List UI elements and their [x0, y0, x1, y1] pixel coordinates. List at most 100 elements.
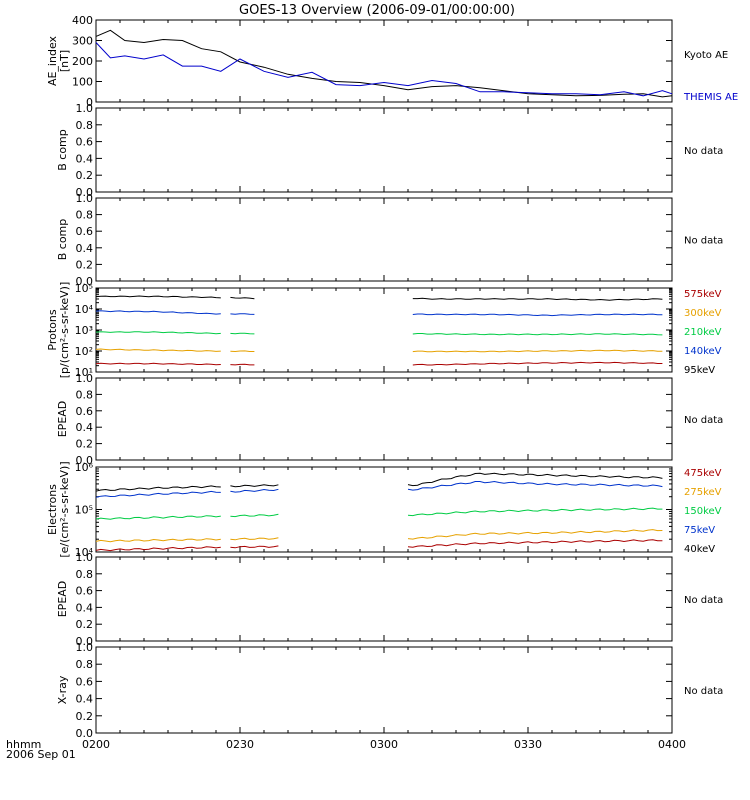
y-tick-label: 0.6 [76, 405, 94, 418]
series-line [95, 490, 221, 498]
time-format-label: hhmm [6, 738, 41, 751]
series-line [95, 362, 221, 366]
y-tick-label: 1.0 [76, 192, 94, 205]
series-line [407, 472, 663, 487]
x-tick-label: 0300 [370, 738, 398, 751]
series-line [230, 513, 279, 518]
no-data-label: No data [684, 415, 723, 426]
panel-frame [95, 107, 673, 193]
no-data-label: No data [684, 686, 723, 697]
date-label: 2006 Sep 01 [6, 748, 76, 761]
y-axis-label: B comp [56, 219, 69, 261]
y-tick-label: 300 [72, 35, 93, 48]
y-tick-label: 1.0 [76, 551, 94, 564]
series-line [230, 484, 279, 488]
legend-label: 40keV [684, 544, 715, 555]
y-tick-label: 0.6 [76, 136, 94, 149]
y-tick-label: 10¹ [75, 366, 93, 379]
y-axis-label: Electrons [46, 484, 59, 535]
y-tick-label: 0.6 [76, 225, 94, 238]
y-tick-label: 0.2 [76, 710, 94, 723]
series-line [230, 332, 255, 335]
y-tick-label: 0.4 [76, 421, 94, 434]
panel-frame [95, 197, 673, 282]
series-line [412, 333, 663, 336]
y-tick-label: 1.0 [76, 102, 94, 115]
y-tick-label: 0.4 [76, 152, 94, 165]
panel-2: 0.0 0.2 0.4 0.6 0.8 1.0 B comp No data [56, 102, 723, 199]
series-line [230, 488, 279, 493]
series-line [95, 310, 221, 315]
y-tick-label: 400 [72, 14, 93, 27]
y-tick-label: 0.8 [76, 119, 94, 132]
series-line [95, 29, 673, 98]
y-tick-label: 1.0 [76, 372, 94, 385]
panel-frame [95, 377, 673, 461]
series-line [230, 350, 255, 353]
series-line [95, 295, 221, 299]
x-tick-label: 0230 [226, 738, 254, 751]
series-line [407, 480, 663, 491]
y-tick-label: 0.8 [76, 209, 94, 222]
panel-frame [95, 646, 673, 734]
series-line [412, 297, 663, 301]
legend-label: 300keV [684, 308, 722, 319]
y-tick-label: 0.2 [76, 618, 94, 631]
y-tick-label: 10⁶ [75, 461, 94, 474]
legend-label: 575keV [684, 289, 722, 300]
series-line [412, 313, 663, 317]
x-tick-label: 0330 [514, 738, 542, 751]
series-line [230, 363, 255, 366]
panel-6: 10⁴ 10⁵ 10⁶ Electrons [e/(cm²-s-sr-keV)] 475k… [46, 461, 722, 559]
no-data-label: No data [684, 595, 723, 606]
legend-label: 475keV [684, 468, 722, 479]
y-tick-label: 10⁵ [75, 504, 93, 517]
y-tick-label: 0.6 [76, 585, 94, 598]
series-line [95, 42, 673, 97]
panels-container: 0 100 200 300 400 AE_index [nT] Kyoto AE THEMIS … [46, 14, 738, 740]
x-tick-label: 0200 [82, 738, 110, 751]
y-tick-label: 0.4 [76, 601, 94, 614]
legend-label: 150keV [684, 506, 722, 517]
y-tick-label: 0.2 [76, 169, 94, 182]
series-line [407, 539, 663, 548]
y-tick-label: 0.0 [76, 454, 94, 467]
y-axis-label: AE_index [46, 35, 59, 86]
panel-7: 0.0 0.2 0.4 0.6 0.8 1.0 EPEAD No data [56, 551, 723, 648]
panel-8: 0.0 0.2 0.4 0.6 0.8 1.0 X-ray No data [56, 641, 723, 740]
no-data-label: No data [684, 236, 723, 247]
y-axis-label: EPEAD [56, 401, 69, 438]
y-tick-label: 0 [86, 96, 93, 109]
legend-label: 140keV [684, 346, 722, 357]
legend-label: 95keV [684, 365, 715, 376]
y-tick-label: 0.4 [76, 242, 94, 255]
legend-label: 275keV [684, 487, 722, 498]
y-tick-label: 0.0 [76, 727, 94, 740]
y-tick-label: 0.0 [76, 275, 94, 288]
chart-title: GOES-13 Overview (2006-09-01/00:00:00) [239, 3, 515, 18]
series-line [230, 313, 255, 315]
series-line [95, 331, 221, 335]
series-line [95, 485, 221, 492]
y-tick-label: 0.0 [76, 635, 94, 648]
y-tick-label: 0.8 [76, 658, 94, 671]
no-data-label: No data [684, 146, 723, 157]
panel-5: 0.0 0.2 0.4 0.6 0.8 1.0 EPEAD No data [56, 372, 723, 467]
series-line [95, 515, 221, 520]
series-line [230, 296, 255, 300]
y-axis-label: X-ray [56, 675, 69, 704]
panel-frame [95, 19, 673, 103]
panel-4: 10¹ 10² 10³ 10⁴ 10⁵ Protons [p/(cm²-s-sr-keV)]… [46, 282, 722, 379]
y-tick-label: 0.6 [76, 675, 94, 688]
series-line [407, 507, 663, 517]
y-tick-label: 10³ [75, 324, 93, 337]
y-axis-label: EPEAD [56, 581, 69, 618]
series-line [230, 537, 279, 541]
legend-label: 210keV [684, 327, 722, 338]
y-tick-label: 1.0 [76, 641, 94, 654]
panel-frame [95, 287, 673, 373]
series-line [407, 529, 663, 540]
y-axis-label: B comp [56, 129, 69, 171]
